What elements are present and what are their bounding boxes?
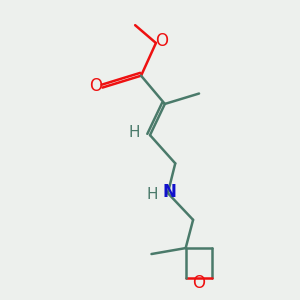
Text: H: H	[147, 187, 158, 202]
Text: O: O	[155, 32, 168, 50]
Text: H: H	[129, 125, 140, 140]
Text: N: N	[162, 183, 176, 201]
Text: O: O	[193, 274, 206, 292]
Text: O: O	[89, 77, 102, 95]
